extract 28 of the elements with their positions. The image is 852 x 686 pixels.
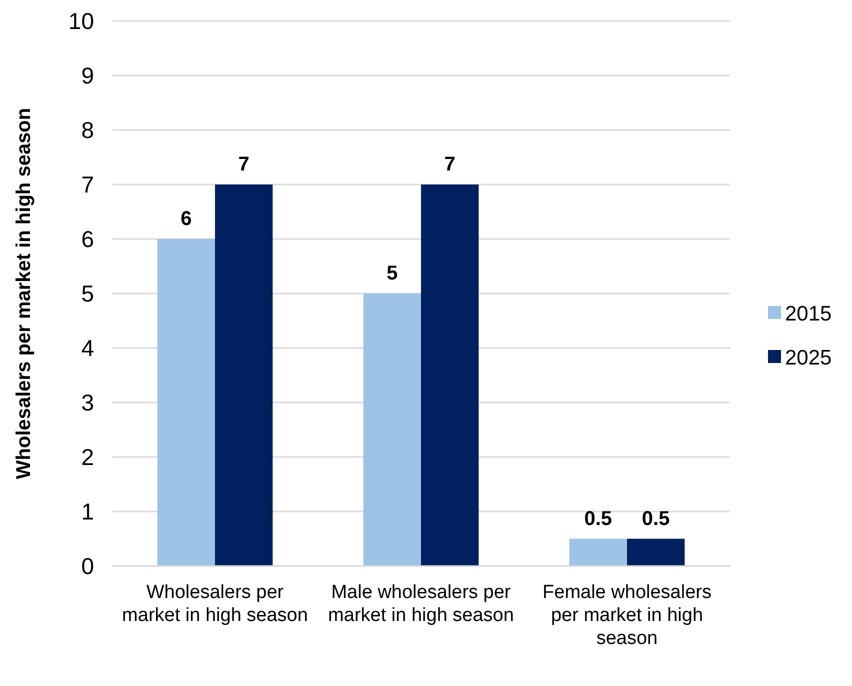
data-label: 6 <box>180 208 192 230</box>
legend-label: 2025 <box>785 346 832 370</box>
legend-label: 2015 <box>785 302 832 326</box>
bar <box>627 538 685 566</box>
y-tick-label: 2 <box>81 444 94 470</box>
y-tick-label: 7 <box>81 172 94 198</box>
data-label: 0.5 <box>642 508 670 530</box>
y-tick-label: 10 <box>68 8 94 34</box>
y-tick-label: 5 <box>81 280 94 307</box>
y-tick-label: 0 <box>81 553 94 580</box>
data-label: 0.5 <box>584 508 612 530</box>
bar <box>157 239 215 566</box>
y-tick-label: 8 <box>81 117 94 144</box>
y-tick-label: 4 <box>81 335 94 362</box>
x-tick-label: Female wholesalers per market in high season <box>542 582 712 649</box>
y-tick-label: 9 <box>81 62 94 89</box>
y-tick-label: 6 <box>81 226 94 252</box>
bar <box>215 184 273 566</box>
bar <box>363 294 421 566</box>
x-tick-label: Wholesalers per market in high season <box>122 582 308 626</box>
y-tick-label: 3 <box>81 390 94 416</box>
data-label: 7 <box>238 154 250 176</box>
bar <box>421 184 479 566</box>
data-label: 5 <box>386 262 398 284</box>
y-tick-label: 1 <box>81 498 94 525</box>
data-label: 7 <box>444 154 456 176</box>
x-tick-label: Male wholesalers per market in high season <box>328 582 514 626</box>
bar <box>569 538 627 566</box>
